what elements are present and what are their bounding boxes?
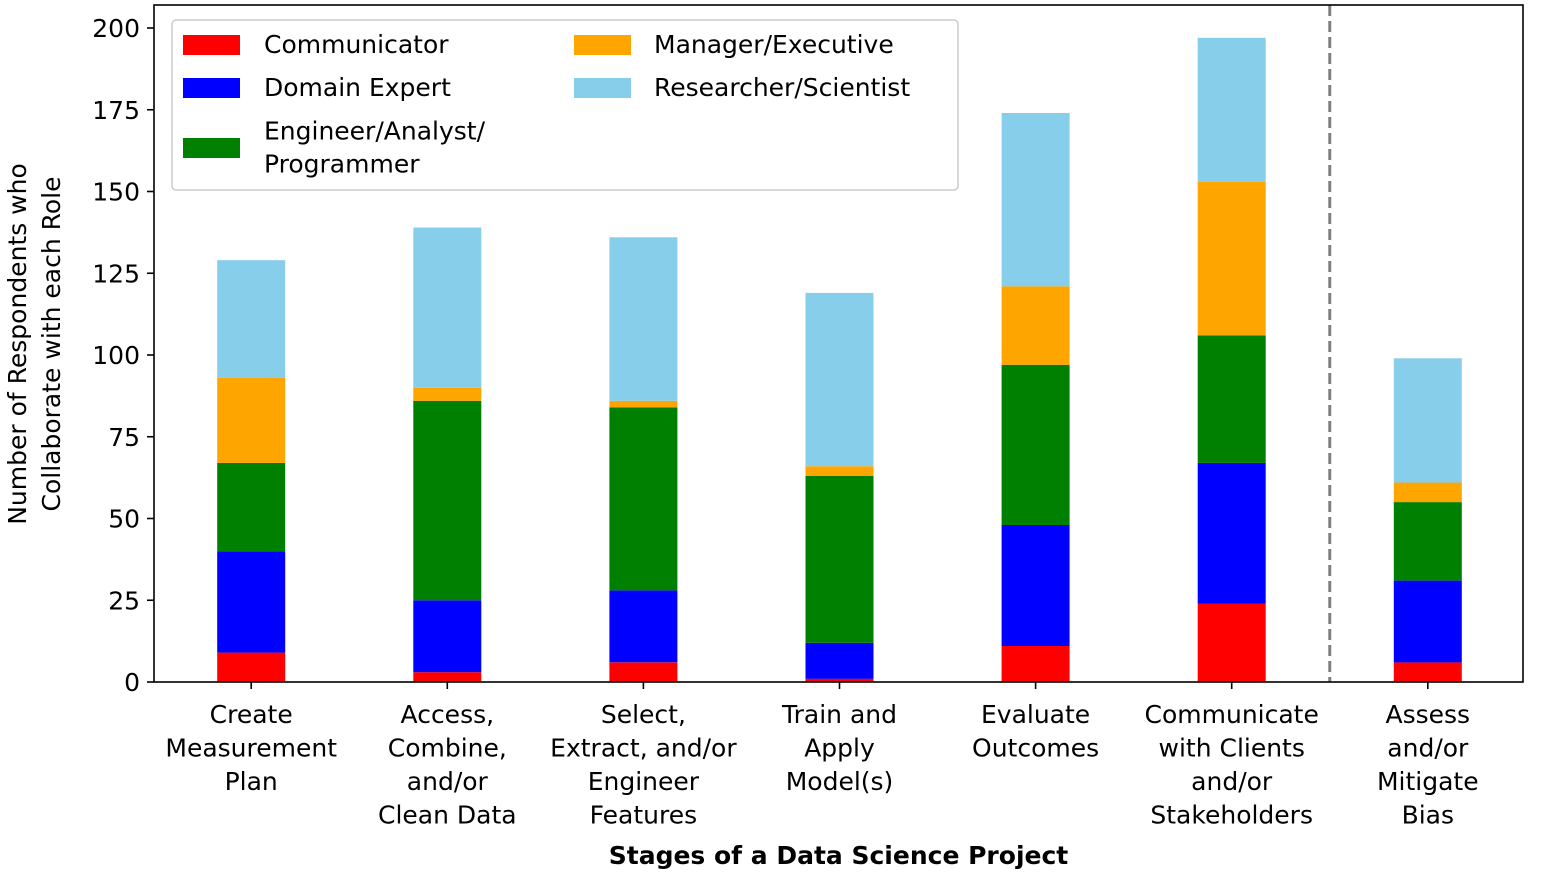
y-tick-label: 175 bbox=[92, 96, 140, 125]
bar-segment-3-5 bbox=[609, 237, 678, 401]
y-tick-label: 125 bbox=[92, 259, 140, 288]
bar-segment-4-5 bbox=[805, 292, 874, 467]
bar-segment-3-4 bbox=[609, 400, 678, 408]
y-axis-label: Number of Respondents who Collaborate wit… bbox=[3, 163, 66, 525]
bar-segment-5-4 bbox=[1001, 286, 1070, 365]
bar-segment-2-2 bbox=[413, 600, 482, 673]
x-tick-label: Assess and/or Mitigate Bias bbox=[1377, 700, 1479, 830]
bar-segment-6-3 bbox=[1197, 335, 1266, 463]
bar-segment-7-5 bbox=[1393, 358, 1462, 483]
y-axis: 0 25 50 75 100 125 150 175 200 bbox=[92, 14, 154, 697]
bar-segment-6-4 bbox=[1197, 181, 1266, 336]
bars-group bbox=[217, 37, 1462, 682]
legend-label: Researcher/Scientist bbox=[654, 73, 910, 102]
bar-segment-6-1 bbox=[1197, 603, 1266, 682]
bar-segment-2-1 bbox=[413, 672, 482, 682]
bar-segment-2-5 bbox=[413, 227, 482, 388]
x-tick-label: Train and Apply Model(s) bbox=[781, 700, 897, 796]
y-tick-label: 0 bbox=[124, 668, 140, 697]
y-tick-label: 50 bbox=[108, 505, 140, 534]
y-tick-label: 100 bbox=[92, 341, 140, 370]
bar-segment-5-1 bbox=[1001, 646, 1070, 682]
y-tick-label: 75 bbox=[108, 423, 140, 452]
legend-swatch bbox=[574, 78, 631, 98]
bar-segment-1-1 bbox=[217, 652, 286, 682]
legend-swatch bbox=[183, 35, 240, 55]
bar-segment-3-3 bbox=[609, 407, 678, 591]
legend-label: Engineer/Analyst/Programmer bbox=[264, 117, 486, 179]
bar-segment-1-2 bbox=[217, 551, 286, 653]
bar-segment-7-2 bbox=[1393, 580, 1462, 663]
x-tick-label: Evaluate Outcomes bbox=[972, 700, 1099, 763]
bar-segment-1-5 bbox=[217, 260, 286, 378]
bar-segment-5-3 bbox=[1001, 364, 1070, 525]
bar-segment-3-2 bbox=[609, 590, 678, 663]
bar-segment-4-4 bbox=[805, 466, 874, 476]
bar-segment-2-4 bbox=[413, 387, 482, 401]
x-tick-label: Access, Combine, and/or Clean Data bbox=[378, 700, 517, 830]
legend-swatch bbox=[183, 78, 240, 98]
legend-label: Communicator bbox=[264, 30, 449, 59]
bar-segment-1-4 bbox=[217, 377, 286, 463]
legend-box bbox=[171, 19, 959, 191]
bar-segment-7-4 bbox=[1393, 482, 1462, 503]
bar-segment-2-3 bbox=[413, 400, 482, 601]
x-tick-label: Communicate with Clients and/or Stakeholder… bbox=[1145, 700, 1319, 830]
legend-swatch bbox=[574, 35, 631, 55]
x-tick-label: Select, Extract, and/or Engineer Features bbox=[550, 700, 737, 830]
x-tick-label: Create Measurement Plan bbox=[165, 700, 337, 796]
bar-segment-4-1 bbox=[805, 678, 874, 682]
legend-label: Domain Expert bbox=[264, 73, 451, 102]
bar-segment-6-5 bbox=[1197, 37, 1266, 182]
legend-label: Manager/Executive bbox=[654, 30, 894, 59]
bar-segment-4-2 bbox=[805, 642, 874, 679]
legend-swatch bbox=[183, 138, 240, 158]
y-tick-label: 25 bbox=[108, 586, 140, 615]
x-axis: Create Measurement Plan Access, Combine, and/… bbox=[165, 682, 1479, 830]
bar-segment-5-2 bbox=[1001, 525, 1070, 646]
bar-segment-5-5 bbox=[1001, 113, 1070, 287]
y-tick-label: 200 bbox=[92, 14, 140, 43]
bar-segment-4-3 bbox=[805, 476, 874, 643]
legend: Communicator Domain Expert Engineer/Analys… bbox=[171, 19, 959, 191]
bar-segment-7-3 bbox=[1393, 502, 1462, 581]
plot-frame bbox=[153, 4, 1524, 683]
x-axis-label: Stages of a Data Science Project bbox=[609, 841, 1069, 870]
bar-segment-7-1 bbox=[1393, 662, 1462, 682]
bar-segment-3-1 bbox=[609, 662, 678, 682]
y-tick-label: 150 bbox=[92, 178, 140, 207]
bar-segment-1-3 bbox=[217, 462, 286, 552]
bar-segment-6-2 bbox=[1197, 462, 1266, 604]
